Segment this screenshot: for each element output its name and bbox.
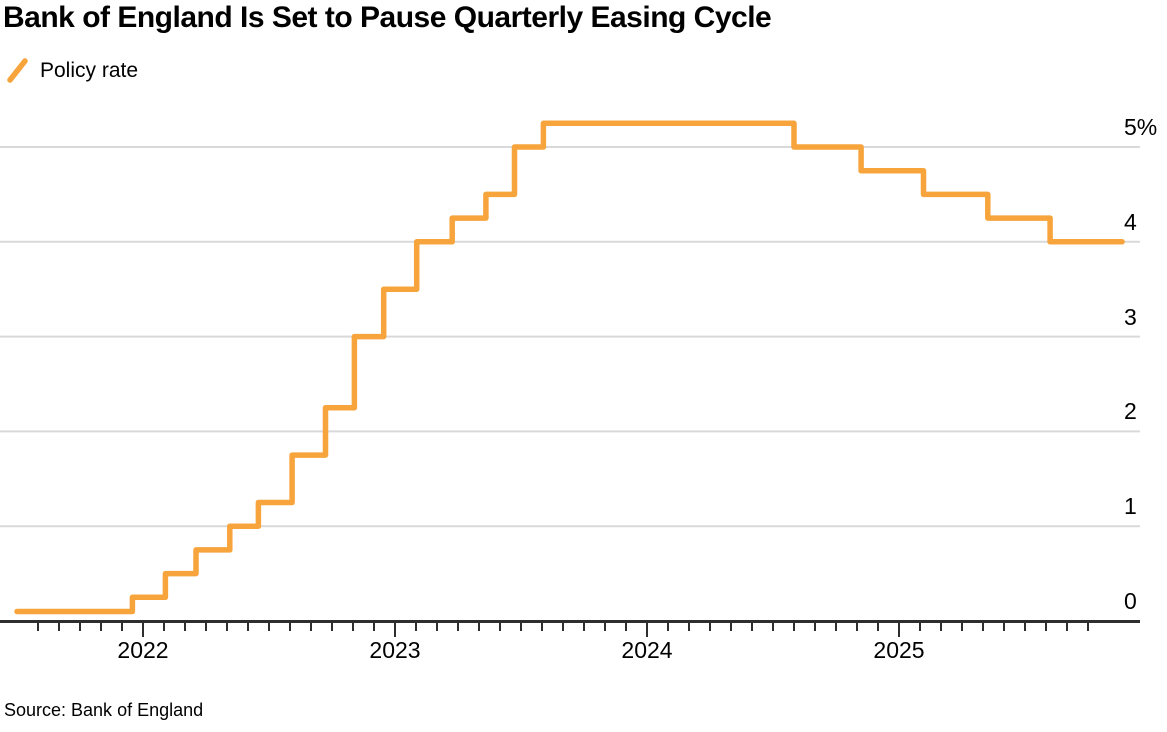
x-axis-label: 2023 xyxy=(369,637,421,663)
x-axis-label: 2022 xyxy=(117,637,169,663)
y-axis-label: 0 xyxy=(1124,588,1137,614)
x-axis-label: 2025 xyxy=(873,637,925,663)
y-axis-label: 5% xyxy=(1124,114,1158,140)
source-note: Source: Bank of England xyxy=(4,700,204,720)
axis-ticks xyxy=(37,623,1089,637)
legend: Policy rate xyxy=(6,58,138,84)
y-axis-label: 4 xyxy=(1124,208,1137,235)
policy-rate-slash-icon xyxy=(7,58,28,83)
policy-rate-line xyxy=(14,120,1125,615)
legend-item-policy-rate: Policy rate xyxy=(40,59,139,82)
x-axis-label: 2024 xyxy=(621,637,673,663)
y-axis-label: 1 xyxy=(1124,493,1137,520)
y-axis-label: 2 xyxy=(1124,398,1137,425)
y-axis-label: 3 xyxy=(1124,303,1137,330)
chart-title: Bank of England Is Set to Pause Quarterl… xyxy=(3,1,772,34)
gridlines xyxy=(0,146,1140,528)
